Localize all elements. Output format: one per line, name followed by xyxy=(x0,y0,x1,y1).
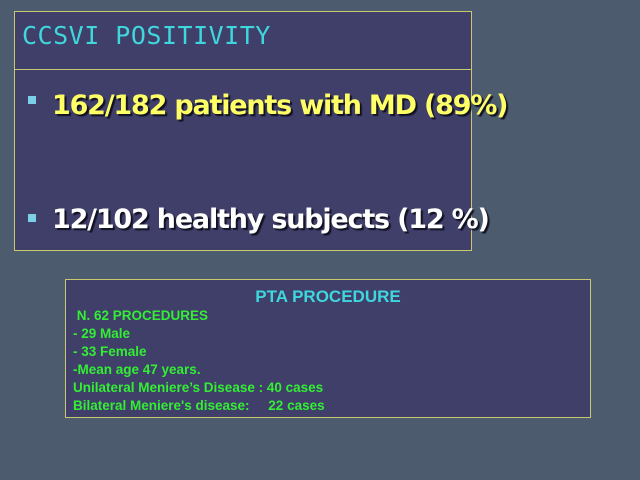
pta-procedure-box: PTA PROCEDURE N. 62 PROCEDURES - 29 Male… xyxy=(65,279,591,418)
bullet-patients-md: 162/182 patients with MD (89%) xyxy=(52,90,509,121)
title-row: CCSVI POSITIVITY xyxy=(15,12,471,70)
bullet-healthy-subjects: 12/102 healthy subjects (12 %) xyxy=(52,204,490,235)
slide-title: CCSVI POSITIVITY xyxy=(22,21,271,50)
pta-line-mean-age: -Mean age 47 years. xyxy=(73,362,201,377)
pta-line-male: - 29 Male xyxy=(73,326,131,341)
pta-title: PTA PROCEDURE xyxy=(255,287,401,306)
square-bullet-icon xyxy=(28,214,36,222)
pta-line-unilateral: Unilateral Meniere’s Disease : 40 cases xyxy=(73,380,324,395)
pta-line-procedures: N. 62 PROCEDURES xyxy=(73,308,209,323)
pta-line-female: - 33 Female xyxy=(73,344,147,359)
pta-line-bilateral: Bilateral Meniere's disease: 22 cases xyxy=(73,398,325,413)
ccsvi-positivity-box: CCSVI POSITIVITY 162/182 patients with M… xyxy=(14,11,509,251)
square-bullet-icon xyxy=(28,96,36,104)
